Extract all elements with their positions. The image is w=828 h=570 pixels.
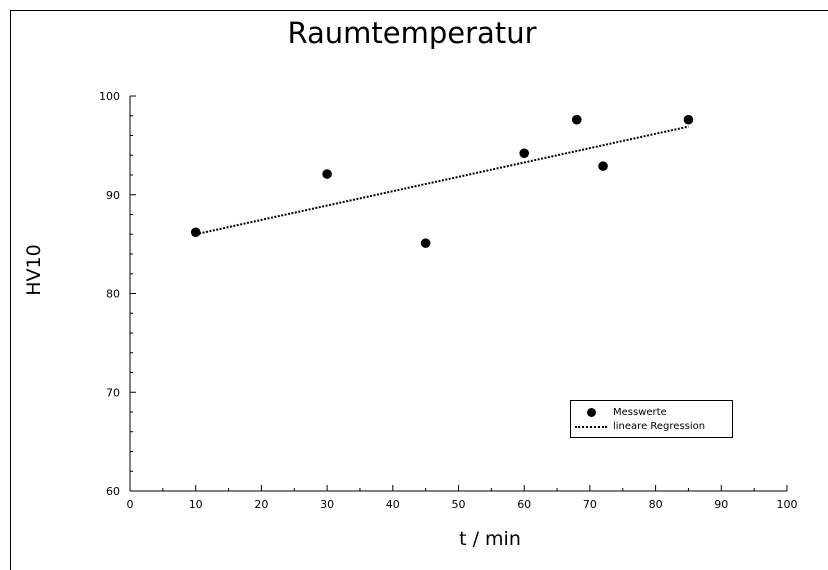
x-tick-label: 100	[777, 498, 798, 511]
x-tick-label: 50	[452, 498, 466, 511]
x-tick-label: 30	[320, 498, 334, 511]
regression-line	[195, 125, 689, 236]
legend-entry-regression: lineare Regression	[571, 420, 732, 434]
data-point	[519, 148, 529, 159]
data-point	[420, 238, 431, 248]
x-tick-label: 90	[714, 498, 728, 511]
y-tick-label: 70	[106, 386, 120, 399]
x-tick-label: 0	[127, 498, 134, 511]
x-tick-label: 20	[254, 498, 268, 511]
x-tick-label: 60	[517, 498, 531, 511]
x-tick-label: 80	[649, 498, 663, 511]
legend-marker-dot	[587, 408, 596, 417]
y-tick-label: 100	[99, 90, 120, 103]
legend-label-points: Messwerte	[613, 407, 667, 418]
x-axis-label: t / min	[459, 528, 521, 550]
y-tick-label: 60	[106, 485, 120, 498]
y-tick-label: 90	[106, 189, 120, 202]
chart-title: Raumtemperatur	[287, 16, 537, 50]
x-tick-label: 40	[386, 498, 400, 511]
legend-label-regression: lineare Regression	[613, 421, 706, 432]
figure-frame-top	[10, 10, 828, 11]
data-point	[598, 161, 608, 171]
data-point	[190, 227, 201, 238]
x-tick-label: 10	[189, 498, 203, 511]
legend-entry-points: Messwerte	[571, 406, 732, 420]
data-point	[322, 169, 332, 179]
legend-marker-dotted-line	[575, 426, 607, 428]
data-point	[571, 114, 582, 125]
x-tick-label: 70	[583, 498, 597, 511]
figure-frame-left	[10, 10, 11, 570]
data-point	[683, 114, 694, 125]
legend: Messwerte lineare Regression	[570, 400, 733, 438]
y-tick-label: 80	[106, 288, 120, 301]
